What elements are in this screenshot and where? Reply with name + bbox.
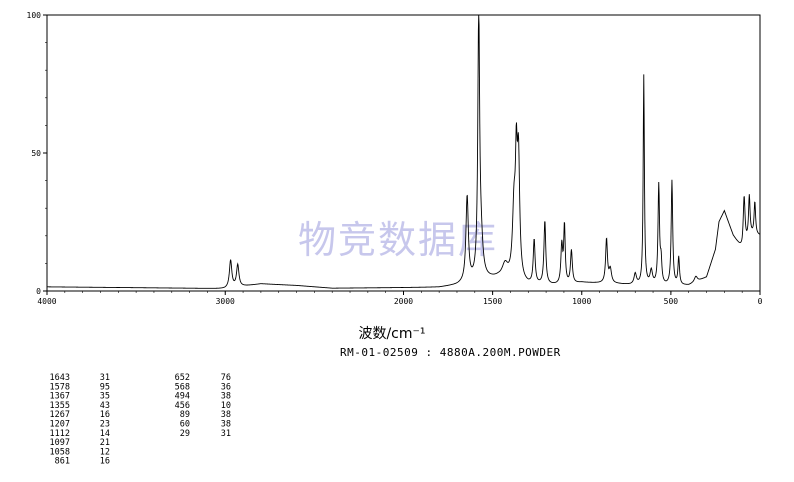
x-tick-label: 0 [758, 297, 763, 306]
peak-intensity: 10 [221, 401, 231, 411]
x-tick-label: 3000 [216, 297, 235, 306]
peak-wavenumber: 1112 [50, 429, 70, 439]
x-axis: 4000 3000 2000 1500 1000 500 0 [37, 291, 763, 306]
peak-wavenumber: 456 [175, 401, 190, 411]
peak-wavenumber: 1643 [50, 373, 70, 383]
y-tick-label: 50 [31, 149, 41, 158]
peak-wavenumber: 29 [180, 429, 190, 439]
peak-table: 1643 31 1578 95 1367 35 1355 43 1267 16 1207 23 1112… [50, 373, 231, 467]
y-axis: 0 50 100 [27, 11, 47, 296]
peak-intensity: 16 [100, 457, 110, 467]
peak-intensity: 23 [100, 420, 110, 430]
peak-wavenumber: 1578 [50, 382, 70, 392]
peak-wavenumber: 1355 [50, 401, 70, 411]
peak-intensity: 31 [100, 373, 110, 383]
peak-wavenumber: 1058 [50, 447, 70, 457]
peak-intensity: 36 [221, 382, 231, 392]
peak-intensity: 38 [221, 410, 231, 420]
peak-wavenumber: 1267 [50, 410, 70, 420]
peak-wavenumber: 1097 [50, 438, 70, 448]
x-tick-label: 2000 [394, 297, 413, 306]
peak-intensity: 12 [100, 447, 110, 457]
y-tick-label: 100 [27, 11, 42, 20]
peak-intensity: 38 [221, 420, 231, 430]
x-tick-label: 500 [664, 297, 679, 306]
peak-intensity: 16 [100, 410, 110, 420]
peak-intensity: 35 [100, 392, 110, 402]
x-tick-label: 1500 [483, 297, 502, 306]
x-axis-label: 波数/cm⁻¹ [358, 326, 425, 342]
x-tick-label: 1000 [572, 297, 591, 306]
peak-wavenumber: 568 [175, 382, 190, 392]
x-tick-label: 4000 [37, 297, 56, 306]
peak-wavenumber: 1367 [50, 392, 70, 402]
peak-wavenumber: 1207 [50, 420, 70, 430]
peak-intensity: 76 [221, 373, 231, 383]
peak-intensity: 38 [221, 392, 231, 402]
peak-wavenumber: 652 [175, 373, 190, 383]
peak-wavenumber: 861 [55, 457, 70, 467]
sample-id-label: RM-01-02509 : 4880A.200M.POWDER [340, 346, 561, 359]
peak-wavenumber: 494 [175, 392, 190, 402]
peak-wavenumber: 60 [180, 420, 190, 430]
peak-intensity: 21 [100, 438, 110, 448]
peak-intensity: 95 [100, 382, 110, 392]
peak-wavenumber: 89 [180, 410, 190, 420]
peak-intensity: 43 [100, 401, 110, 411]
peak-intensity: 31 [221, 429, 231, 439]
watermark-text: 物竞数据库 [298, 218, 498, 262]
peak-intensity: 14 [100, 429, 110, 439]
spectrum-line [47, 14, 761, 289]
y-tick-label: 0 [36, 287, 41, 296]
